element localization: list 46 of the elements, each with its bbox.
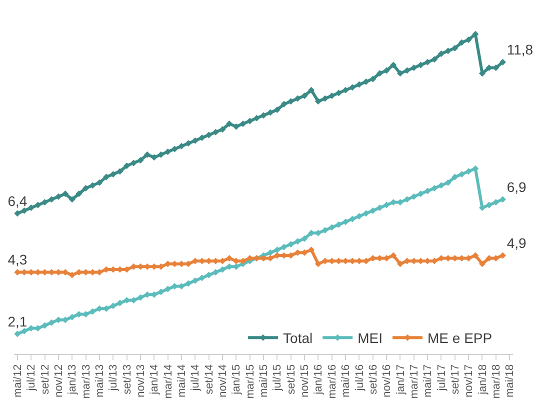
x-tick-label: mai/18 — [504, 364, 516, 398]
x-tick-label: jan/17 — [394, 364, 407, 396]
x-tick-label: jan/16 — [312, 364, 325, 396]
data-label: 4,3 — [8, 252, 28, 268]
legend-label: MEI — [358, 330, 382, 346]
x-tick-label: mai/16 — [340, 364, 352, 398]
x-tick-label: set/12 — [39, 364, 52, 394]
data-label: 6,9 — [506, 178, 527, 195]
legend-label: ME e EPP — [428, 330, 492, 346]
x-tick-label: mai/14 — [176, 364, 188, 398]
x-tick-label: set/16 — [367, 364, 380, 394]
x-tick-label: mai/13 — [94, 364, 106, 398]
x-tick-label: mar/17 — [408, 364, 420, 399]
x-tick-label: mar/18 — [490, 364, 502, 399]
legend-label: Total — [283, 330, 313, 346]
x-tick-label: mar/15 — [244, 364, 256, 399]
x-tick-label: jan/14 — [148, 364, 161, 396]
x-tick-label: mai/17 — [422, 364, 434, 398]
x-tick-label: mar/14 — [162, 364, 174, 399]
x-tick-label: jan/15 — [230, 364, 243, 396]
x-tick-label: mar/13 — [80, 364, 92, 399]
x-tick-label: nov/13 — [135, 364, 148, 398]
x-tick-label: jul/15 — [272, 364, 284, 392]
x-tick-label: jan/13 — [66, 364, 79, 396]
x-tick-label: mar/16 — [326, 364, 338, 399]
x-tick-label: jul/12 — [26, 364, 38, 392]
x-tick-label: set/14 — [203, 364, 216, 394]
x-tick-label: jul/14 — [190, 364, 202, 392]
x-tick-label: set/17 — [449, 364, 462, 394]
x-tick-label: set/13 — [121, 364, 134, 394]
data-label: 6,4 — [8, 192, 28, 209]
x-tick-label: nov/15 — [299, 364, 312, 398]
x-tick-label: jul/17 — [436, 364, 448, 392]
x-tick-label: nov/14 — [217, 364, 230, 398]
x-tick-label: jul/16 — [354, 364, 366, 392]
x-tick-label: jan/18 — [476, 364, 489, 396]
x-tick-label: nov/17 — [463, 364, 476, 398]
data-label: 4,9 — [506, 234, 527, 251]
x-tick-label: set/15 — [285, 364, 298, 394]
x-tick-label: mai/15 — [258, 364, 270, 398]
x-tick-label: nov/16 — [381, 364, 394, 398]
data-label: 11,8 — [506, 42, 534, 58]
x-tick-label: jul/13 — [108, 364, 120, 392]
x-tick-label: mai/12 — [12, 364, 24, 398]
data-label: 2,1 — [8, 313, 28, 330]
x-tick-label: nov/12 — [53, 364, 66, 398]
